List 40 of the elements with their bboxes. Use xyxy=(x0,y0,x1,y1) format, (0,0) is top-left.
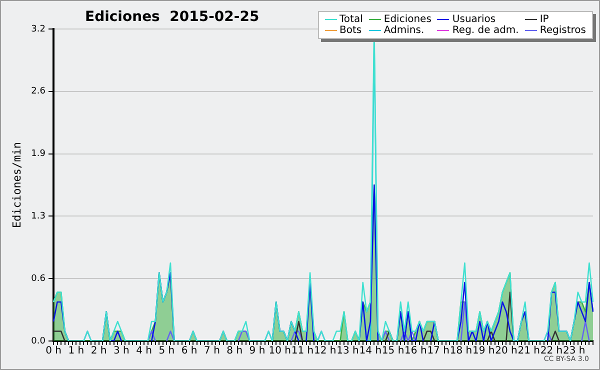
y-axis-title: Ediciones/min xyxy=(10,142,24,228)
x-tick-label: 11 h xyxy=(291,346,314,357)
x-tick-label: 17 h xyxy=(427,346,450,357)
y-tick-label: 1.9 xyxy=(31,149,46,160)
legend-label: Ediciones xyxy=(384,14,432,25)
y-tick-label: 1.3 xyxy=(31,212,46,222)
x-tick-label: 0 h xyxy=(46,346,62,357)
legend-label: Reg. de adm. xyxy=(452,25,519,36)
legend-label: Admins. xyxy=(384,25,424,36)
legend-label: Usuarios xyxy=(452,14,496,25)
x-tick-label: 18 h xyxy=(450,346,472,357)
x-tick-label: 15 h xyxy=(382,346,404,357)
x-tick-label: 20 h xyxy=(495,346,518,357)
x-tick-label: 16 h xyxy=(404,346,427,357)
y-tick-label: 0.6 xyxy=(31,274,46,284)
x-tick-label: 4 h xyxy=(136,346,152,357)
x-tick-label: 23 h xyxy=(563,346,586,357)
y-tick-label: 0.0 xyxy=(31,336,46,346)
x-tick-label: 14 h xyxy=(359,346,382,357)
x-tick-label: 3 h xyxy=(113,346,130,357)
x-tick-label: 1 h xyxy=(68,346,84,357)
x-tick-label: 12 h xyxy=(314,346,336,357)
x-tick-label: 13 h xyxy=(336,346,359,357)
legend-label: Registros xyxy=(540,25,586,36)
legend-label: Bots xyxy=(340,25,362,36)
y-tick-label: 3.2 xyxy=(31,24,46,34)
y-tick-label: 2.6 xyxy=(31,86,46,97)
x-tick-label: 21 h xyxy=(518,346,540,357)
x-tick-label: 10 h xyxy=(268,346,291,357)
x-tick-label: 5 h xyxy=(158,346,175,357)
x-tick-label: 7 h xyxy=(204,346,220,357)
legend-label: IP xyxy=(540,14,549,25)
chart-title: Ediciones 2015-02-25 xyxy=(85,9,260,25)
x-tick-label: 8 h xyxy=(226,346,243,357)
x-tick-label: 9 h xyxy=(249,346,266,357)
x-tick-label: 2 h xyxy=(90,346,107,357)
x-tick-label: 22 h xyxy=(540,346,563,357)
legend-label: Total xyxy=(340,14,363,25)
x-tick-label: 6 h xyxy=(181,346,198,357)
x-tick-label: 19 h xyxy=(472,346,495,357)
